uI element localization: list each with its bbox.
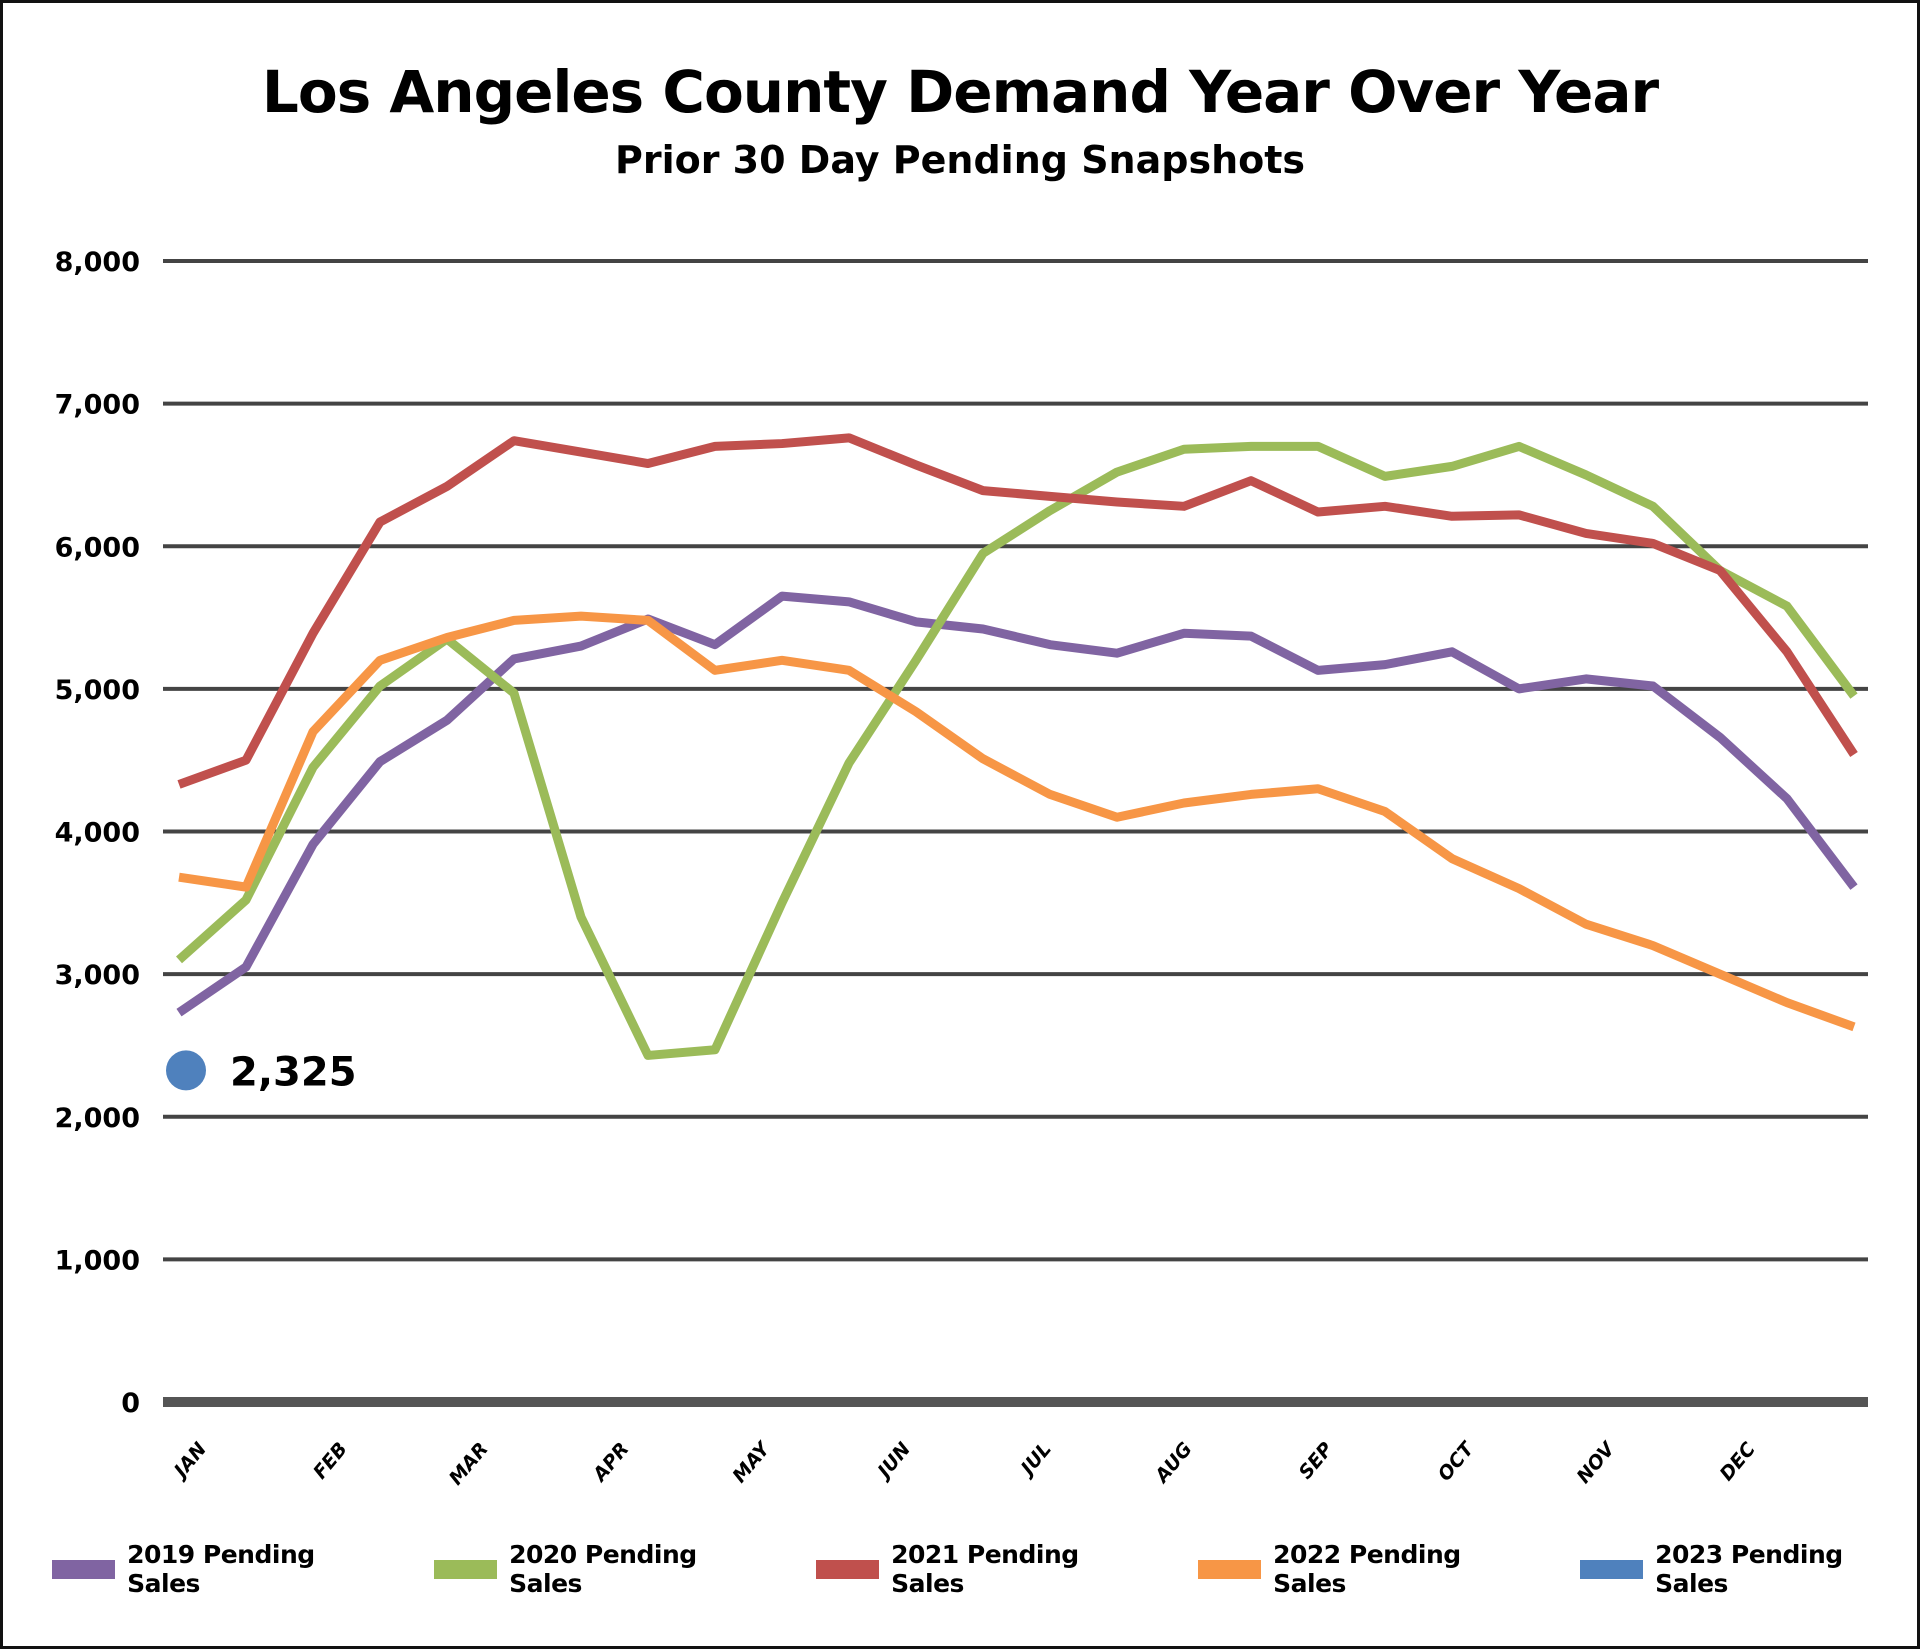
x-tick-label: OCT	[1434, 1437, 1480, 1486]
legend-swatch	[52, 1559, 116, 1579]
y-tick-label: 6,000	[55, 532, 140, 563]
x-tick-label: MAR	[445, 1438, 493, 1489]
y-tick-label: 3,000	[55, 960, 140, 991]
series-line-2022	[178, 611, 1856, 1032]
x-tick-label: JAN	[167, 1438, 211, 1484]
legend-label: 2023 Pending Sales	[1655, 1540, 1843, 1598]
x-tick-label: FEB	[309, 1438, 352, 1483]
x-tick-label: JUN	[871, 1438, 915, 1485]
legend-item: 2022 Pending Sales	[1198, 1540, 1538, 1598]
annotations: 2,325	[230, 1049, 357, 1095]
legend-label: 2021 Pending Sales	[891, 1540, 1079, 1598]
chart-subtitle: Prior 30 Day Pending Snapshots	[614, 138, 1306, 182]
legend-swatch	[434, 1559, 498, 1579]
series-line-2019	[176, 591, 1858, 1017]
x-tick-label: APR	[588, 1438, 634, 1487]
x-tick-label: DEC	[1716, 1438, 1760, 1485]
legend-item: 2023 Pending Sales	[1580, 1540, 1920, 1598]
legend-swatch	[816, 1559, 880, 1579]
y-axis-ticks: 0 1,000 2,000 3,000 4,000 5,000 6,000 7,000 8,00…	[55, 247, 140, 1419]
data-point-2023	[166, 1050, 206, 1091]
legend-item: 2020 Pending Sales	[434, 1540, 774, 1598]
legend-label: 2020 Pending Sales	[509, 1540, 697, 1598]
chart-title: Los Angeles County Demand Year Over Year	[261, 58, 1659, 126]
x-axis-ticks: JAN FEB MAR APR MAY JUN JUL AUG SEP OCT NOV DEC	[167, 1437, 1759, 1490]
series-line-2020	[176, 441, 1858, 1060]
legend-swatch	[1580, 1559, 1644, 1579]
series-lines	[166, 433, 1858, 1091]
y-tick-label: 1,000	[55, 1245, 140, 1276]
y-tick-label: 5,000	[55, 675, 140, 706]
legend-label: 2022 Pending Sales	[1273, 1540, 1461, 1598]
legend: 2019 Pending Sales 2020 Pending Sales 2021…	[52, 1540, 1920, 1598]
y-tick-label: 8,000	[55, 247, 140, 278]
y-tick-label: 0	[121, 1388, 140, 1419]
legend-item: 2021 Pending Sales	[816, 1540, 1156, 1598]
legend-item: 2019 Pending Sales	[52, 1540, 392, 1598]
x-tick-label: NOV	[1573, 1437, 1620, 1487]
legend-label: 2019 Pending Sales	[127, 1540, 315, 1598]
y-tick-label: 2,000	[55, 1103, 140, 1134]
y-tick-label: 7,000	[55, 390, 140, 421]
x-tick-label: MAY	[728, 1437, 775, 1487]
x-tick-label: SEP	[1295, 1438, 1338, 1483]
data-label: 2,325	[230, 1049, 357, 1095]
x-tick-label: AUG	[1150, 1438, 1197, 1488]
y-tick-label: 4,000	[55, 818, 140, 849]
x-tick-label: JUL	[1014, 1438, 1056, 1482]
legend-swatch	[1198, 1559, 1262, 1579]
series-line-2021	[177, 433, 1858, 789]
gridlines	[163, 259, 1868, 1407]
